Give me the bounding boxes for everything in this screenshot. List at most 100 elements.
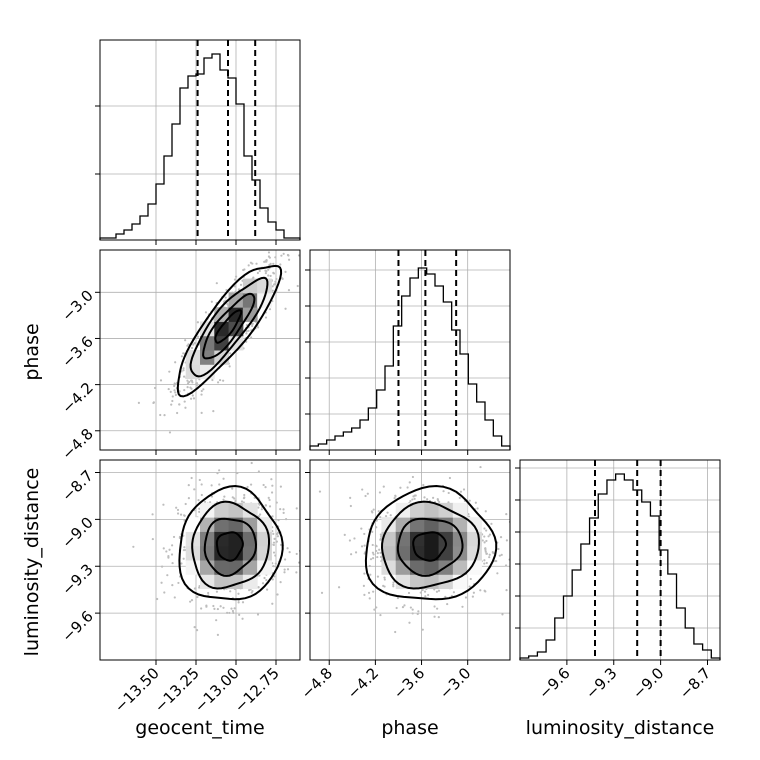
density-cell [214,517,230,532]
histogram-step [519,473,721,660]
sample-point [190,599,194,602]
sample-point [283,568,286,571]
sample-point [265,260,268,263]
sample-point [167,556,170,559]
sample-point [500,553,503,556]
sample-point [196,335,200,338]
density-cell [438,531,454,547]
y-tick-label: −8.7 [58,467,96,505]
sample-point [264,269,267,272]
sample-point [353,537,356,540]
sample-point [183,514,186,517]
sample-point [210,484,213,487]
sample-point [187,484,190,487]
sample-point [496,572,499,575]
sample-point [276,593,279,596]
sample-point [246,485,249,489]
contour-line [396,517,464,577]
sample-point [194,587,197,590]
sample-point [468,499,471,502]
sample-point [268,505,272,508]
sample-point [176,411,179,415]
sample-point [446,602,449,606]
sample-point [216,607,219,611]
hist-panel-luminosity-distance: −9.6 −9.3 −9.0 −8.7 [515,459,721,703]
sample-point [257,470,260,473]
sample-point [263,260,266,263]
sample-point [284,270,287,273]
sample-point [485,529,488,532]
sample-point [379,551,382,554]
sample-point [372,590,375,593]
sample-point [459,490,463,493]
sample-point [505,539,508,542]
sample-point [417,610,420,613]
histogram-step [309,267,511,450]
sample-point [364,448,366,450]
x-tick-label: −3.0 [436,664,474,702]
sample-point [505,513,508,516]
sample-point [229,590,232,593]
sample-point [367,591,371,594]
sample-point [406,486,409,489]
sample-point [495,559,498,563]
sample-point [174,393,177,397]
sample-point [171,561,174,565]
sample-point [488,556,491,559]
hist-panel-phase [305,249,511,455]
sample-point [392,581,395,584]
sample-point [167,387,170,391]
density-cell [214,531,230,547]
density-cell [242,517,258,532]
sample-point [174,391,177,394]
sample-point [484,510,487,513]
sample-point [233,278,237,281]
sample-point [264,504,268,507]
sample-point [183,389,186,392]
xlabel-luminosity-distance: luminosity_distance [526,717,715,739]
sample-point [212,410,215,413]
sample-point [171,544,174,547]
sample-point [198,478,201,482]
sample-point [442,490,445,493]
sample-point [363,593,366,596]
sample-point [505,589,508,592]
sample-point [274,280,277,283]
sample-point [137,401,140,404]
sample-point [222,477,225,480]
sample-point [272,543,275,547]
sample-point [492,552,495,555]
sample-point [394,630,397,634]
sample-point [282,252,285,255]
sample-point [196,321,199,324]
sample-point [174,361,177,364]
sample-point [231,609,235,613]
sample-point [247,329,250,332]
sample-point [501,613,504,616]
density-cell [467,560,482,575]
ylabel-phase: phase [21,323,43,380]
sample-point [265,588,269,591]
sample-point [461,605,464,608]
sample-point [173,389,176,392]
sample-point [421,628,424,631]
density-cell [200,560,215,575]
sample-point [243,493,246,497]
y-tick-label: −4.2 [58,379,96,417]
sample-point [182,549,186,552]
sample-point [265,579,268,582]
density-cell [424,502,440,518]
sample-point [421,588,424,592]
sample-point [401,606,405,609]
sample-point [279,485,282,488]
sample-point [184,339,187,342]
sample-point [272,565,275,568]
sample-point [210,300,213,303]
sample-point [438,500,441,504]
axis-frame [519,459,721,661]
sample-point [361,488,364,491]
density-cell [228,545,244,561]
sample-point [245,330,248,333]
sample-point [215,590,219,593]
sample-point [403,604,406,607]
